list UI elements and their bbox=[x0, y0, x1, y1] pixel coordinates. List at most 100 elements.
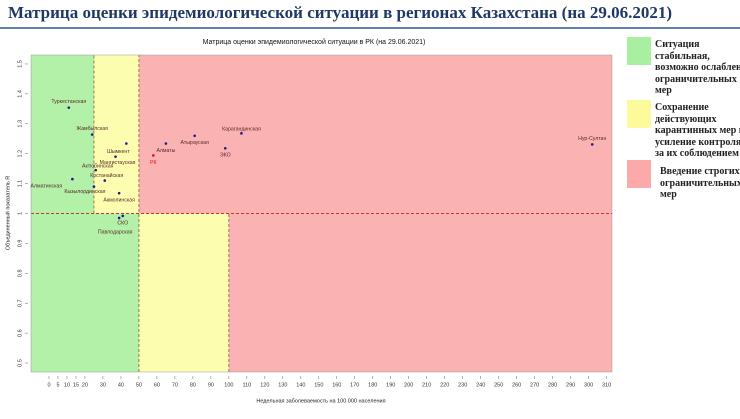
x-tick-label: 5 bbox=[56, 382, 59, 388]
legend-text: Сохранение действующих карантинных мер и ус… bbox=[655, 102, 740, 160]
x-tick-label: 130 bbox=[278, 382, 287, 388]
y-tick-label: 1.1 bbox=[17, 180, 23, 188]
point-label: Туркестанская bbox=[51, 99, 86, 105]
x-tick-label: 70 bbox=[172, 382, 178, 388]
x-tick-label: 140 bbox=[296, 382, 305, 388]
x-tick-label: 280 bbox=[548, 382, 557, 388]
y-tick-label: 0.5 bbox=[17, 359, 23, 367]
legend-line: мер bbox=[655, 85, 672, 96]
legend-text: Введение строгих ограничительных мер bbox=[660, 166, 740, 201]
y-axis-label: Объединенный показатель R bbox=[4, 176, 11, 251]
data-point bbox=[164, 142, 168, 145]
point-label: Павлодарская bbox=[98, 229, 133, 235]
legend-swatch bbox=[627, 37, 651, 65]
x-tick-label: 15 bbox=[73, 382, 79, 388]
data-point bbox=[92, 185, 96, 188]
data-point bbox=[125, 142, 128, 145]
data-point bbox=[117, 216, 121, 220]
legend-line: ограничительных bbox=[660, 177, 740, 189]
point-label: Карагандинская bbox=[222, 127, 261, 133]
plot-frame bbox=[30, 54, 613, 373]
y-tick-label: 1.5 bbox=[17, 60, 23, 68]
data-point bbox=[117, 191, 121, 195]
legend-line: ограничительных bbox=[655, 73, 737, 85]
point-label: ЭКО bbox=[220, 153, 231, 159]
x-tick-label: 20 bbox=[82, 382, 88, 388]
x-tick-label: 270 bbox=[530, 382, 539, 388]
legend-swatch bbox=[627, 100, 651, 128]
zone bbox=[228, 213, 612, 372]
x-axis-label: Недельная заболеваемость на 100 000 насе… bbox=[256, 398, 385, 404]
legend-line: Введение строгих bbox=[660, 166, 740, 177]
legend-line: стабильная, bbox=[655, 50, 710, 62]
zone bbox=[31, 213, 139, 372]
point-label: Акмолинская bbox=[103, 198, 135, 204]
x-tick-label: 290 bbox=[566, 382, 575, 388]
point-label: Атырауская bbox=[180, 140, 209, 146]
data-point bbox=[193, 134, 196, 138]
x-tick-label: 10 bbox=[64, 382, 70, 388]
legend-line: усиление контроля bbox=[655, 136, 740, 148]
x-tick-label: 90 bbox=[208, 382, 214, 388]
legend-line: Сохранение bbox=[655, 102, 709, 113]
x-tick-label: 150 bbox=[314, 382, 323, 388]
y-tick-label: 1.2 bbox=[17, 150, 23, 158]
data-point bbox=[114, 155, 117, 158]
point-label: РК bbox=[150, 160, 156, 166]
x-tick-label: 40 bbox=[118, 382, 124, 388]
y-tick-label: 0.7 bbox=[17, 299, 23, 307]
point-label: Жамбылская bbox=[76, 126, 108, 132]
x-tick-label: 190 bbox=[386, 382, 395, 388]
x-tick-label: 120 bbox=[260, 382, 269, 388]
legend-line: действующих bbox=[655, 113, 717, 125]
data-point bbox=[67, 106, 71, 109]
data-point bbox=[590, 143, 594, 146]
data-point bbox=[71, 177, 74, 181]
y-tick-label: 1 bbox=[17, 212, 23, 215]
x-tick-label: 250 bbox=[494, 382, 503, 388]
x-tick-label: 310 bbox=[602, 382, 611, 388]
point-label: Кызылординская bbox=[64, 189, 105, 195]
x-tick-label: 230 bbox=[458, 382, 467, 388]
legend-line: возможно ослаблени bbox=[655, 62, 740, 73]
x-tick-label: 30 bbox=[100, 382, 106, 388]
x-tick-label: 60 bbox=[154, 382, 160, 388]
data-point bbox=[240, 132, 243, 135]
point-label: Актюбинская bbox=[82, 164, 114, 170]
x-tick-label: 300 bbox=[584, 382, 593, 388]
y-tick-label: 1.3 bbox=[17, 120, 23, 128]
x-tick-label: 160 bbox=[332, 382, 341, 388]
y-tick-label: 0.9 bbox=[17, 240, 23, 248]
x-tick-label: 50 bbox=[136, 382, 142, 388]
point-label: Костанайская bbox=[90, 172, 123, 179]
x-tick-label: 0 bbox=[47, 382, 50, 388]
data-point bbox=[103, 179, 107, 182]
point-label: Мангистауская bbox=[100, 160, 136, 166]
legend-line: Ситуация bbox=[655, 39, 700, 50]
y-tick-label: 1.4 bbox=[17, 90, 23, 98]
x-tick-label: 170 bbox=[350, 382, 359, 388]
x-tick-label: 80 bbox=[190, 382, 196, 388]
legend-line: за их соблюдением bbox=[655, 148, 739, 159]
point-label: Алматы bbox=[156, 148, 175, 154]
legend-line: карантинных мер и bbox=[655, 125, 740, 136]
zone bbox=[31, 55, 94, 214]
y-tick-label: 0.8 bbox=[17, 269, 23, 277]
y-tick-label: 0.6 bbox=[17, 329, 23, 337]
point-label: СКО bbox=[117, 220, 128, 226]
point-label: Шымкент bbox=[107, 149, 130, 155]
data-point bbox=[121, 214, 125, 218]
legend-swatch bbox=[627, 160, 651, 188]
data-point bbox=[94, 168, 98, 172]
zone bbox=[138, 55, 612, 214]
point-label: Нур-Султан bbox=[578, 136, 606, 142]
x-tick-label: 200 bbox=[404, 382, 413, 388]
x-tick-label: 220 bbox=[440, 382, 449, 388]
x-tick-label: 110 bbox=[242, 382, 251, 388]
zone bbox=[93, 55, 139, 214]
data-point bbox=[152, 154, 155, 157]
x-tick-label: 210 bbox=[422, 382, 431, 388]
x-tick-label: 240 bbox=[476, 382, 485, 388]
